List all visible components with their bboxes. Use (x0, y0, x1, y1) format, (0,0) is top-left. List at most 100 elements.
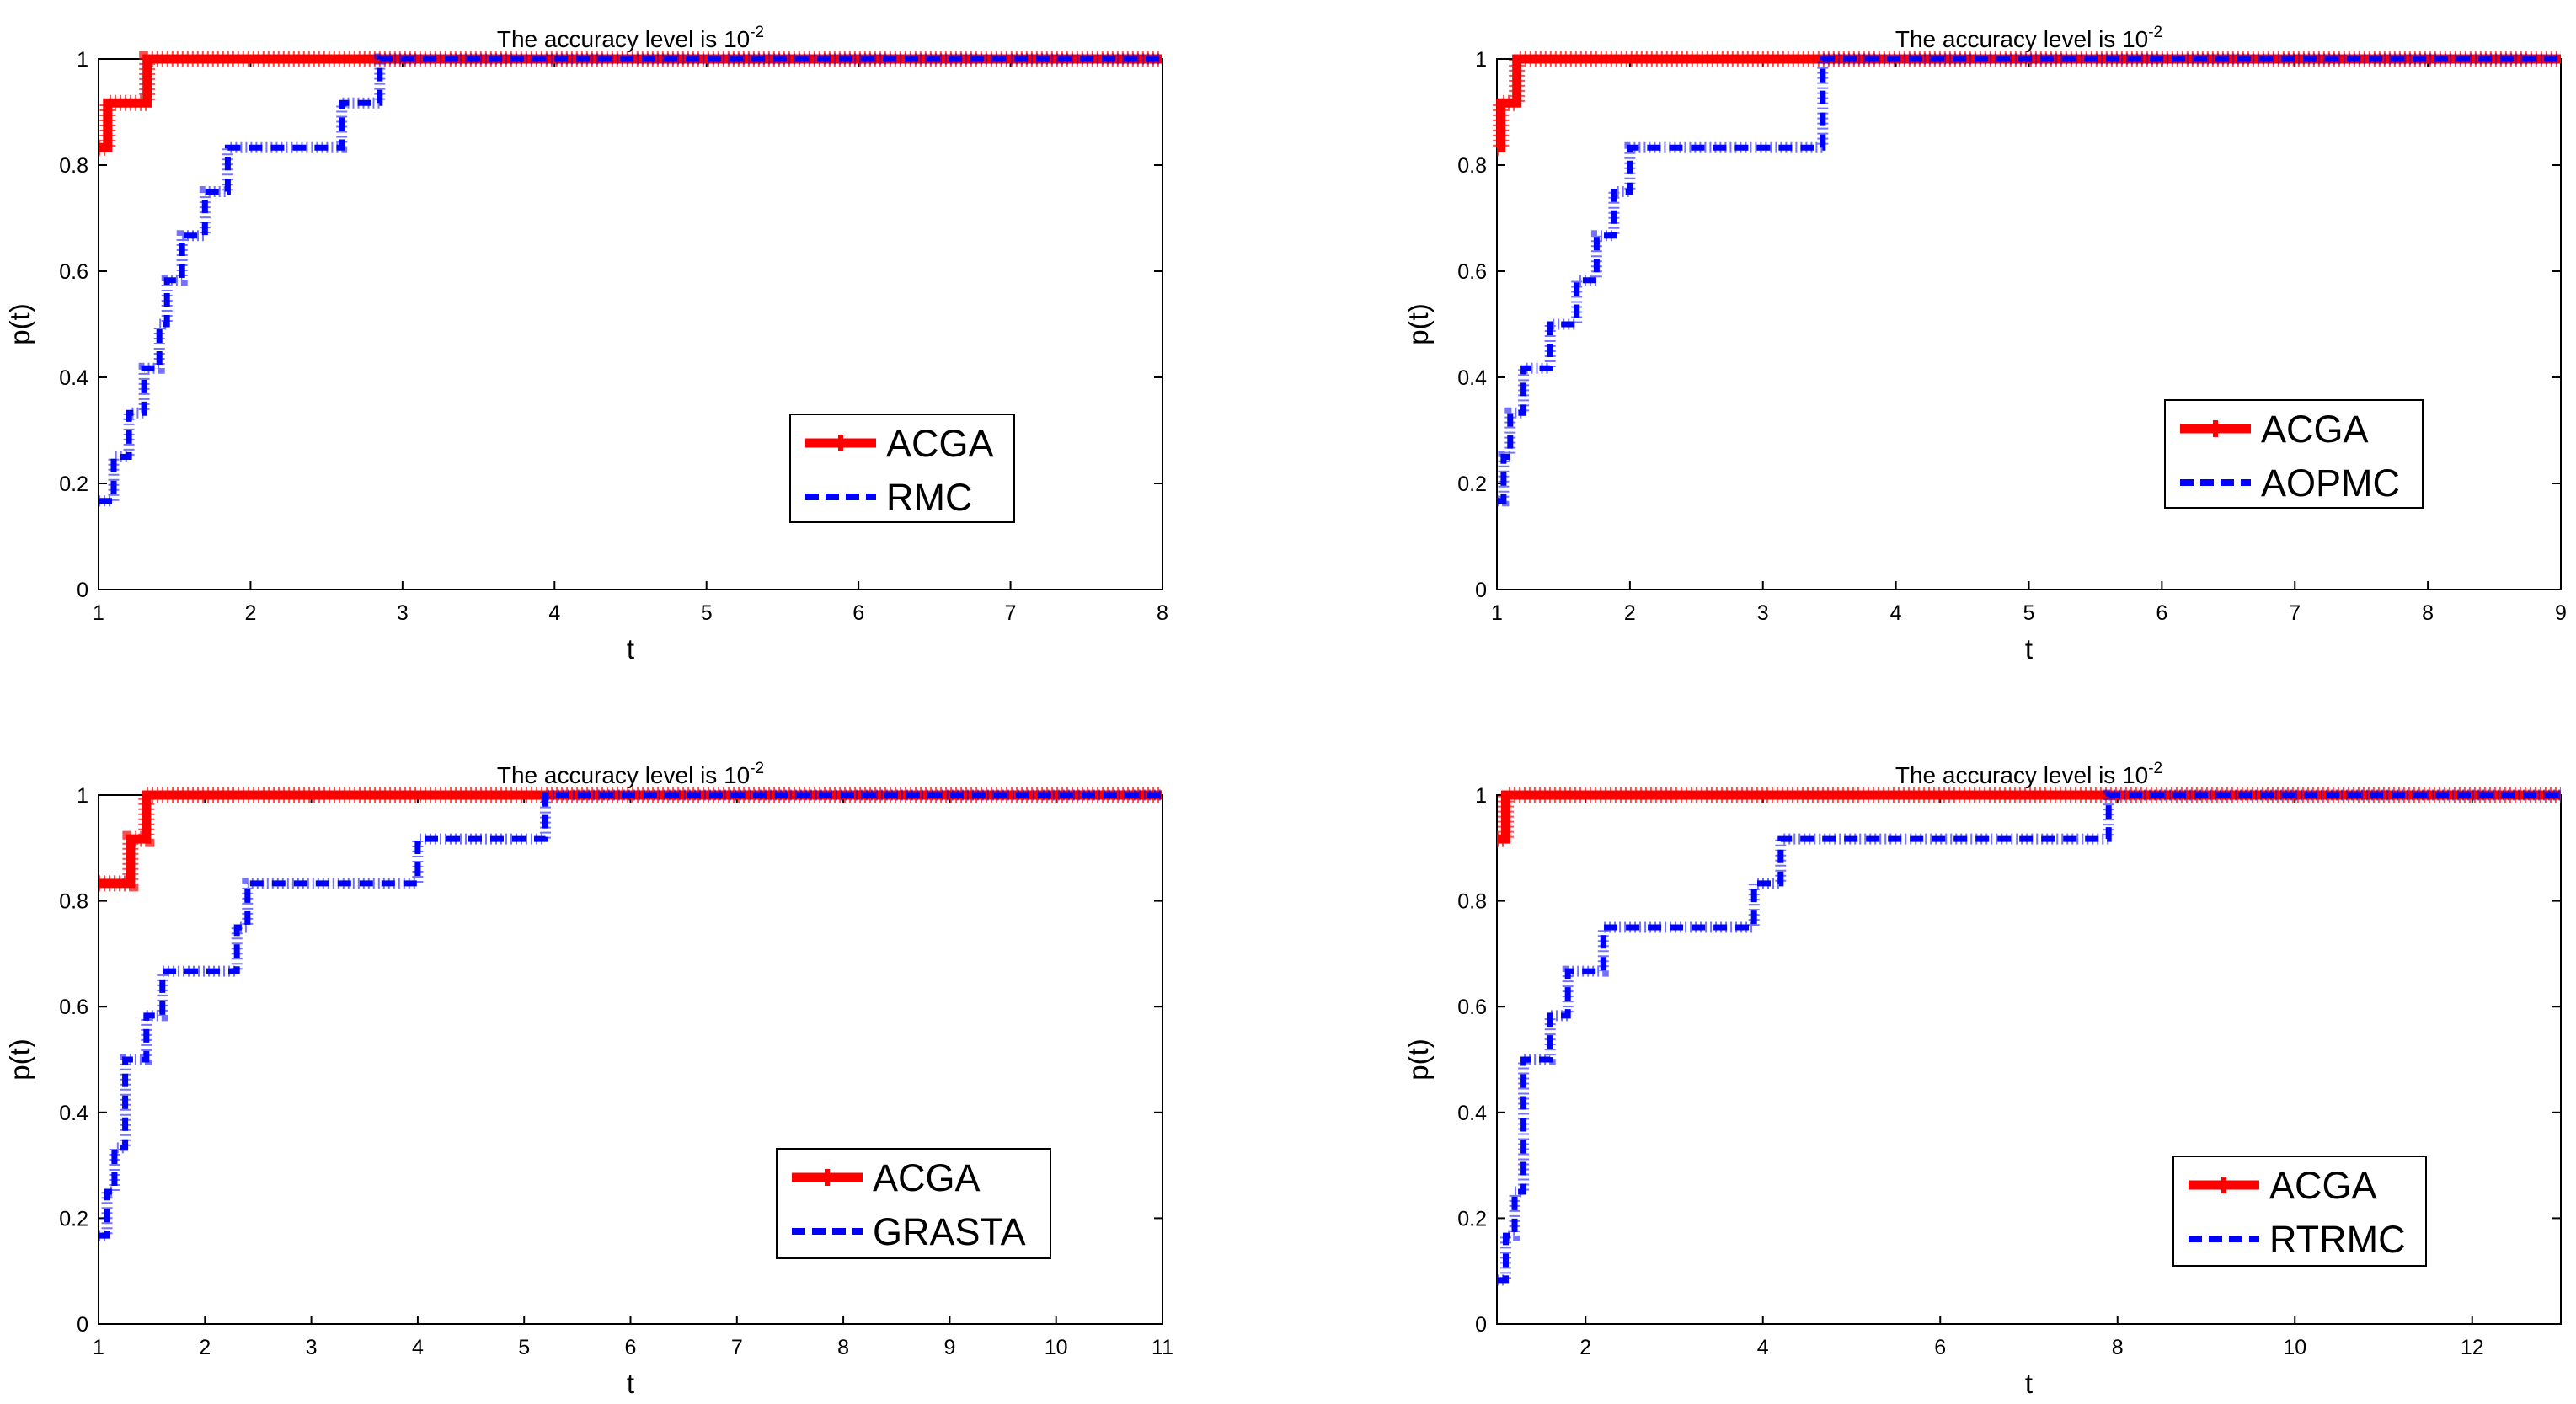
x-axis-label: t (2025, 1368, 2033, 1399)
series-markers-rmc (99, 53, 1162, 507)
y-axis-label: p(t) (4, 303, 35, 345)
y-tick-label: 0.4 (1457, 1102, 1487, 1125)
x-axis-label: t (627, 633, 634, 665)
chart-panel-3: 1 2 3 4 5 6 7 8 9 10 11 0 0.2 0.4 0.6 0.8 1 t p(t) The accu… (4, 760, 1173, 1399)
legend-label-acga: ACGA (2261, 408, 2369, 451)
x-tick-label: 2 (244, 601, 256, 625)
y-tick-label: 0.8 (1457, 890, 1487, 914)
y-tick-label: 0 (77, 579, 88, 602)
y-axis-label: p(t) (1403, 303, 1434, 345)
y-tick-label: 1 (1475, 48, 1487, 72)
series-markers-aopmc (1497, 53, 2561, 507)
x-tick-label: 2 (1624, 601, 1636, 625)
legend-box (776, 1148, 1051, 1259)
y-tick-label: 0.8 (1457, 154, 1487, 178)
x-tick-label: 5 (518, 1336, 530, 1359)
legend-label-acga: ACGA (886, 422, 994, 465)
chart-title: The accuracy level is 10-2 (497, 760, 764, 788)
x-tick-label: 2 (1579, 1336, 1591, 1359)
legend: ACGA RMC (789, 414, 1015, 523)
legend-label-grasta: GRASTA (873, 1210, 1026, 1253)
x-tick-label: 5 (2023, 601, 2035, 625)
x-tick-label: 12 (2461, 1336, 2484, 1359)
series-markers-rtrmc (1497, 789, 2561, 1286)
series-line-acga (99, 54, 1162, 152)
x-tick-label: 3 (1757, 601, 1769, 625)
y-tick-label: 0.2 (1457, 472, 1487, 496)
x-tick-label: 2 (199, 1336, 211, 1359)
chart-panel-2: 1 2 3 4 5 6 7 8 9 0 0.2 0.4 0.6 0.8 1 t p(t) The accuracy… (1403, 24, 2567, 665)
y-tick-label: 0.8 (59, 890, 88, 914)
chart-title: The accuracy level is 10-2 (1895, 24, 2162, 52)
chart-panel-1: 1 2 3 4 5 6 7 8 0 0.2 0.4 0.6 0.8 1 t p(t) The accuracy … (4, 24, 1168, 665)
plot-area (1496, 58, 2562, 590)
x-tick-label: 4 (1757, 1336, 1769, 1359)
x-tick-label: 6 (2156, 601, 2167, 625)
y-tick-label: 0.2 (59, 472, 88, 496)
x-tick-label: 1 (1491, 601, 1503, 625)
legend-label-acga: ACGA (873, 1156, 981, 1199)
y-tick-label: 0.6 (1457, 260, 1487, 284)
series-line-acga (1496, 54, 2561, 152)
x-axis-label: t (627, 1368, 634, 1399)
x-tick-label: 8 (837, 1336, 849, 1359)
legend-box (2164, 399, 2424, 509)
series-markers-acga (99, 787, 1162, 892)
y-tick-label: 0.6 (59, 260, 88, 284)
x-tick-label: 8 (2112, 1336, 2124, 1359)
legend: ACGA RTRMC (2172, 1156, 2427, 1267)
x-tick-label: 4 (1890, 601, 1902, 625)
series-markers-grasta (99, 789, 1162, 1241)
y-tick-label: 0.4 (59, 366, 88, 390)
x-tick-label: 8 (1157, 601, 1168, 625)
y-tick-label: 0.2 (59, 1207, 88, 1231)
y-tick-label: 0.4 (59, 1102, 88, 1125)
x-tick-label: 3 (397, 601, 409, 625)
x-tick-label: 10 (1045, 1336, 1068, 1359)
legend-label-rtrmc: RTRMC (2269, 1218, 2406, 1261)
legend: ACGA GRASTA (776, 1148, 1051, 1259)
chart-title: The accuracy level is 10-2 (497, 24, 764, 52)
x-tick-label: 6 (852, 601, 864, 625)
y-tick-label: 1 (77, 48, 88, 72)
x-tick-label: 6 (1934, 1336, 1946, 1359)
y-tick-label: 0.2 (1457, 1207, 1487, 1231)
y-tick-label: 0 (1475, 579, 1487, 602)
x-tick-label: 10 (2283, 1336, 2306, 1359)
chart-panel-4: 2 4 6 8 10 12 0 0.2 0.4 0.6 0.8 1 t p(t) The accuracy … (1403, 760, 2562, 1399)
x-tick-label: 4 (412, 1336, 424, 1359)
y-tick-label: 1 (1475, 784, 1487, 808)
x-tick-label: 9 (2555, 601, 2567, 625)
x-tick-label: 5 (701, 601, 713, 625)
x-tick-label: 7 (1005, 601, 1017, 625)
y-tick-label: 0.4 (1457, 366, 1487, 390)
x-tick-label: 7 (731, 1336, 743, 1359)
x-tick-label: 8 (2422, 601, 2434, 625)
x-tick-label: 6 (625, 1336, 637, 1359)
legend-label-aopmc: AOPMC (2261, 462, 2400, 504)
y-axis-label: p(t) (4, 1038, 35, 1081)
y-tick-label: 0.8 (59, 154, 88, 178)
legend-label-rmc: RMC (886, 476, 972, 519)
x-tick-label: 4 (548, 601, 560, 625)
series-markers-acga (1497, 787, 2561, 847)
legend: ACGA AOPMC (2164, 399, 2424, 509)
y-tick-label: 0.6 (59, 996, 88, 1019)
legend-box (2172, 1156, 2427, 1267)
y-tick-label: 0 (1475, 1313, 1487, 1337)
y-tick-label: 0 (77, 1313, 88, 1337)
chart-title: The accuracy level is 10-2 (1895, 760, 2162, 788)
x-tick-label: 11 (1152, 1336, 1173, 1359)
x-tick-label: 1 (93, 1336, 104, 1359)
legend-label-acga: ACGA (2269, 1164, 2377, 1207)
y-tick-label: 1 (77, 784, 88, 808)
y-axis-label: p(t) (1403, 1038, 1434, 1081)
x-tick-label: 3 (306, 1336, 318, 1359)
legend-box (789, 414, 1015, 523)
x-tick-label: 9 (943, 1336, 955, 1359)
x-axis-label: t (2025, 633, 2033, 665)
y-tick-label: 0.6 (1457, 996, 1487, 1019)
x-tick-label: 1 (93, 601, 104, 625)
x-tick-label: 7 (2289, 601, 2301, 625)
